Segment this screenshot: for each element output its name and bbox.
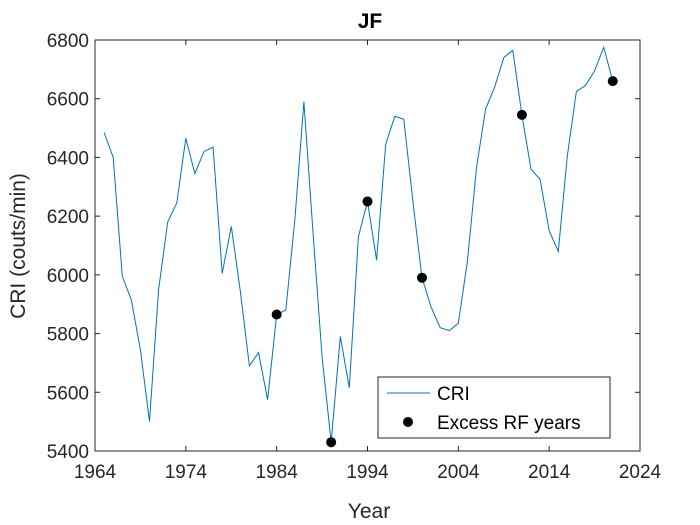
y-tick-label: 6600 (47, 90, 89, 111)
y-tick-label: 5600 (47, 383, 89, 404)
excess-rf-year-marker (326, 437, 337, 448)
legend-marker-swatch (403, 417, 413, 427)
y-tick-label: 6400 (47, 148, 89, 169)
x-tick-label: 1974 (165, 462, 208, 483)
legend-label-excess-rf-years: Excess RF years (437, 413, 581, 434)
excess-rf-year-marker (516, 109, 527, 120)
axes-box (94, 39, 641, 452)
excess-rf-year-marker (362, 196, 373, 207)
excess-rf-year-marker (417, 272, 427, 283)
x-tick-label: 2004 (437, 462, 480, 483)
x-tick-label: 1984 (256, 462, 299, 483)
x-tick-label: 1964 (74, 462, 117, 483)
x-tick-label: 1994 (346, 462, 389, 483)
y-tick-label: 6200 (47, 207, 89, 228)
chart-title: JF (358, 10, 383, 33)
series-line-cri (103, 45, 614, 443)
legend-box (377, 376, 611, 439)
x-axis-label: Year (348, 500, 390, 523)
y-tick-label: 6800 (47, 31, 89, 52)
y-tick-label: 5800 (47, 325, 89, 346)
y-axis-label: CRI (couts/min) (7, 173, 30, 319)
excess-rf-year-marker (271, 309, 282, 320)
legend-label-cri: CRI (437, 384, 470, 405)
y-tick-label: 6000 (47, 266, 89, 287)
x-tick-label: 2024 (619, 462, 662, 483)
x-tick-label: 2014 (528, 462, 571, 483)
legend: CRI Excess RF years (377, 376, 611, 439)
y-tick-label: 5400 (47, 442, 89, 463)
excess-rf-year-marker (607, 76, 618, 87)
